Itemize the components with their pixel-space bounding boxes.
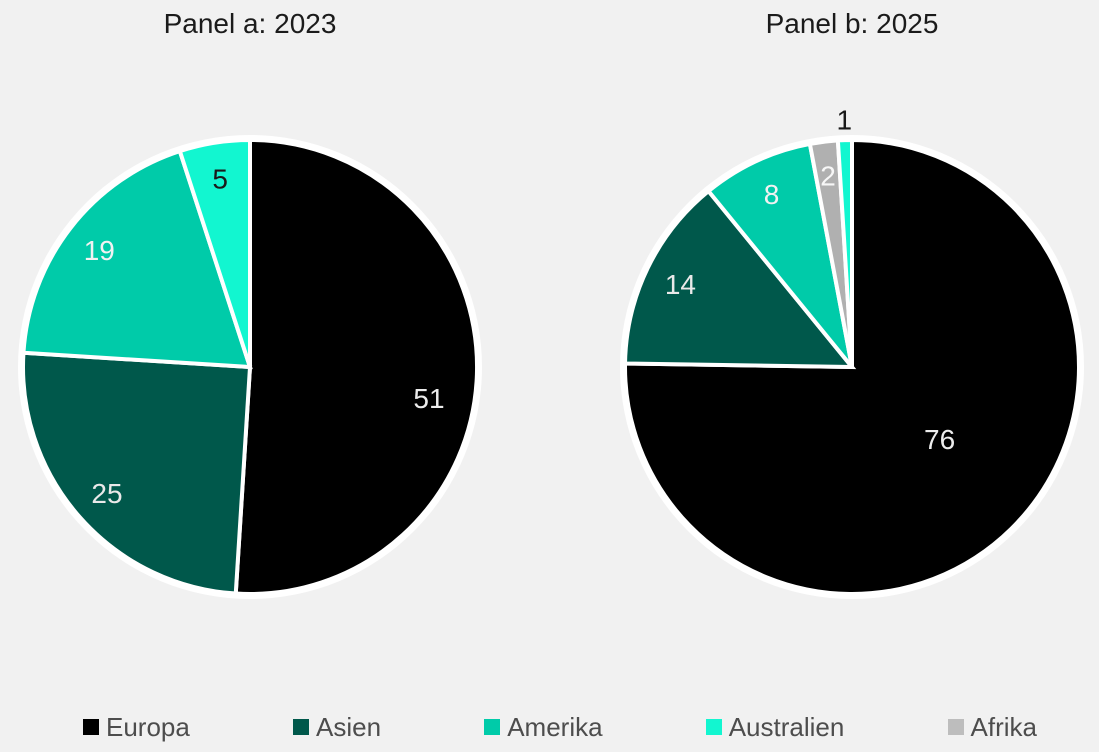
pie-slice-europa[interactable] [233, 137, 479, 596]
slice-value-label-asien: 14 [665, 269, 696, 300]
slice-value-label-australien: 1 [837, 105, 853, 136]
slice-value-label-amerika: 8 [764, 179, 780, 210]
panel-a-title: Panel a: 2023 [163, 8, 337, 39]
slice-value-label-europa: 51 [413, 383, 444, 414]
legend-item-australien[interactable]: Australien [705, 711, 845, 743]
pie-slice-australien[interactable] [835, 137, 854, 368]
legend: Europa Asien Amerika Australien Afrika [83, 706, 1037, 748]
legend-item-afrika[interactable]: Afrika [947, 711, 1037, 743]
legend-swatch-asien [293, 719, 309, 735]
pie-chart-2023: 51 25 19 5 [18, 135, 482, 599]
slice-value-label-europa: 76 [924, 424, 955, 455]
legend-label-australien: Australien [728, 711, 845, 742]
legend-label-asien: Asien [316, 711, 382, 742]
legend-label-afrika: Afrika [970, 711, 1037, 742]
panel-b-title: Panel b: 2025 [765, 8, 939, 39]
legend-swatch-amerika [484, 719, 501, 735]
pie-slice-amerika[interactable] [705, 141, 854, 369]
slice-value-label-australien: 5 [212, 164, 228, 195]
legend-swatch-europa [83, 719, 99, 735]
pie-slice-asien[interactable] [622, 188, 857, 370]
slice-value-label-amerika: 19 [84, 235, 115, 266]
legend-label-amerika: Amerika [507, 711, 603, 742]
pie-chart-2025: 76 14 8 21 [620, 105, 1084, 599]
legend-item-europa[interactable]: Europa [83, 712, 190, 743]
slice-value-label-afrika: 2 [820, 161, 836, 192]
slice-value-label-asien: 25 [91, 478, 122, 509]
legend-item-asien[interactable]: Asien [293, 712, 381, 743]
pie-slice-amerika[interactable] [21, 148, 253, 370]
pie-slice-australien[interactable] [177, 137, 252, 368]
legend-swatch-afrika [947, 719, 964, 735]
legend-item-amerika[interactable]: Amerika [484, 711, 603, 743]
legend-label-europa: Europa [106, 711, 190, 742]
pie-slice-europa[interactable] [623, 137, 1081, 596]
legend-swatch-australien [705, 719, 722, 735]
pie-slice-asien[interactable] [21, 350, 253, 596]
